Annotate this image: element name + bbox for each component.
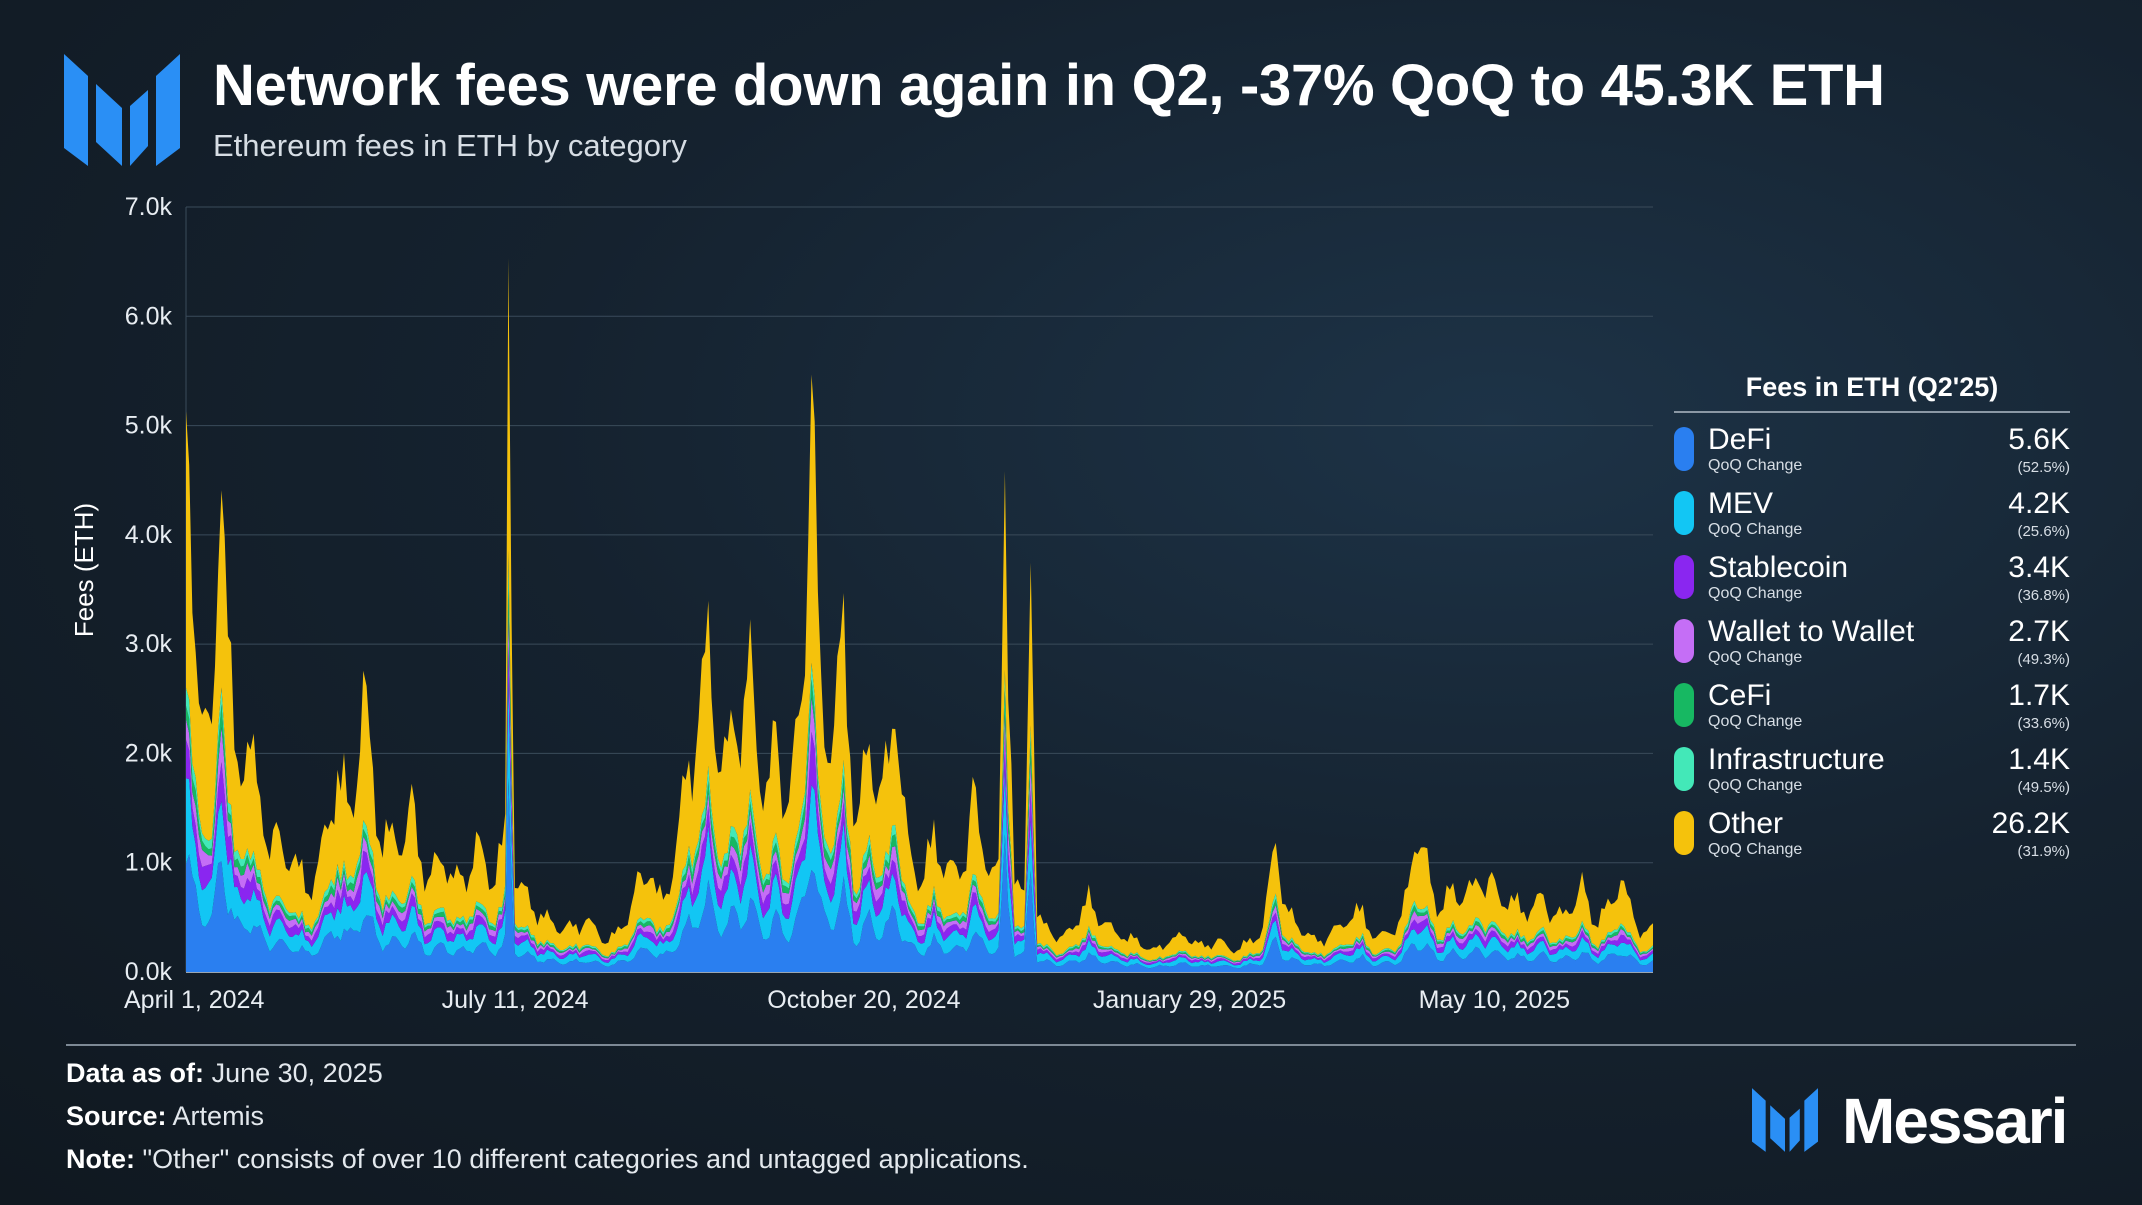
legend-item: Stablecoin QoQ Change 3.4K (36.8%) (1674, 541, 2074, 605)
chart-subtitle: Ethereum fees in ETH by category (213, 128, 687, 163)
x-tick-label: April 1, 2024 (124, 986, 264, 1014)
y-axis-ticks: 0.0k 1.0k 2.0k 3.0k 4.0k 5.0k 6.0k 7.0k (125, 193, 173, 986)
legend-item: Wallet to Wallet QoQ Change 2.7K (49.3%) (1674, 605, 2074, 669)
legend-item: DeFi QoQ Change 5.6K (52.5%) (1674, 413, 2074, 477)
y-tick-label: 2.0k (125, 739, 173, 767)
x-axis-ticks: April 1, 2024 July 11, 2024 October 20, 20… (124, 986, 1570, 1014)
legend-item-value: 1.7K (2008, 679, 2070, 712)
legend-item-change: (36.8%) (2017, 587, 2070, 604)
legend-item-sublabel: QoQ Change (1708, 841, 1803, 858)
legend-item-name: DeFi (1708, 423, 1772, 456)
area-series-other (186, 258, 1653, 961)
legend-item: MEV QoQ Change 4.2K (25.6%) (1674, 477, 2074, 541)
y-tick-label: 5.0k (125, 412, 173, 440)
note-line: Note: "Other" consists of over 10 differ… (66, 1144, 1029, 1175)
y-tick-label: 0.0k (125, 958, 173, 986)
legend-item: Infrastructure QoQ Change 1.4K (49.5%) (1674, 733, 2074, 797)
legend-item-sublabel: QoQ Change (1708, 521, 1803, 538)
data-as-of-label: Data as of: (66, 1058, 205, 1088)
legend: Fees in ETH (Q2'25) DeFi QoQ Change 5.6K (5… (1674, 372, 2074, 861)
chart-title: Network fees were down again in Q2, -37%… (213, 53, 1885, 118)
area-series-defi (186, 777, 1653, 972)
footer-divider (66, 1044, 2076, 1046)
legend-item-value: 4.2K (2008, 487, 2070, 520)
legend-item-change: (31.9%) (2017, 843, 2070, 860)
legend-swatch (1674, 683, 1694, 727)
messari-logo-icon (64, 54, 180, 166)
data-as-of-value: June 30, 2025 (211, 1058, 383, 1088)
legend-title: Fees in ETH (Q2'25) (1674, 372, 2070, 413)
legend-item-sublabel: QoQ Change (1708, 457, 1803, 474)
legend-item: CeFi QoQ Change 1.7K (33.6%) (1674, 669, 2074, 733)
legend-item-value: 3.4K (2008, 551, 2070, 584)
y-tick-label: 1.0k (125, 849, 173, 877)
legend-item-name: Stablecoin (1708, 551, 1849, 584)
legend-item-value: 26.2K (1991, 807, 2070, 840)
legend-item-value: 1.4K (2008, 743, 2070, 776)
legend-item-sublabel: QoQ Change (1708, 585, 1803, 602)
legend-swatch (1674, 491, 1694, 535)
legend-item-change: (52.5%) (2017, 459, 2070, 476)
legend-item-name: CeFi (1708, 679, 1772, 712)
brand-logo: Messari (1752, 1084, 2082, 1157)
legend-item: Other QoQ Change 26.2K (31.9%) (1674, 797, 2074, 861)
y-tick-label: 4.0k (125, 521, 173, 549)
x-tick-label: October 20, 2024 (767, 986, 960, 1014)
note-value: "Other" consists of over 10 different ca… (142, 1144, 1029, 1174)
y-tick-label: 6.0k (125, 302, 173, 330)
source-label: Source: (66, 1101, 167, 1131)
brand-name: Messari (1842, 1085, 2068, 1157)
legend-item-change: (49.3%) (2017, 651, 2070, 668)
legend-swatch (1674, 747, 1694, 791)
legend-swatch (1674, 427, 1694, 471)
x-tick-label: January 29, 2025 (1093, 986, 1286, 1014)
legend-rows: DeFi QoQ Change 5.6K (52.5%) MEV QoQ Change 4.… (1674, 413, 2074, 861)
legend-item-name: Infrastructure (1708, 743, 1885, 776)
legend-swatch (1674, 811, 1694, 855)
y-axis-title: Fees (ETH) (69, 503, 99, 637)
legend-item-value: 2.7K (2008, 615, 2070, 648)
x-tick-label: July 11, 2024 (442, 986, 589, 1014)
data-as-of-line: Data as of: June 30, 2025 (66, 1058, 383, 1089)
x-tick-label: May 10, 2025 (1419, 986, 1571, 1014)
legend-item-name: MEV (1708, 487, 1774, 520)
area-series-group (186, 258, 1653, 972)
source-value: Artemis (172, 1101, 265, 1131)
y-tick-label: 3.0k (125, 630, 173, 658)
legend-item-name: Other (1708, 807, 1784, 840)
y-tick-label: 7.0k (125, 193, 173, 221)
legend-item-name: Wallet to Wallet (1708, 615, 1915, 648)
source-line: Source: Artemis (66, 1101, 264, 1132)
note-label: Note: (66, 1144, 135, 1174)
legend-item-change: (33.6%) (2017, 715, 2070, 732)
legend-item-sublabel: QoQ Change (1708, 649, 1803, 666)
legend-item-sublabel: QoQ Change (1708, 777, 1803, 794)
legend-swatch (1674, 555, 1694, 599)
legend-item-change: (49.5%) (2017, 779, 2070, 796)
legend-item-value: 5.6K (2008, 423, 2070, 456)
legend-item-change: (25.6%) (2017, 523, 2070, 540)
brand-mark-icon (1752, 1088, 1818, 1152)
legend-swatch (1674, 619, 1694, 663)
legend-item-sublabel: QoQ Change (1708, 713, 1803, 730)
stacked-area-chart: 0.0k 1.0k 2.0k 3.0k 4.0k 5.0k 6.0k 7.0k April 1… (69, 193, 1653, 1014)
